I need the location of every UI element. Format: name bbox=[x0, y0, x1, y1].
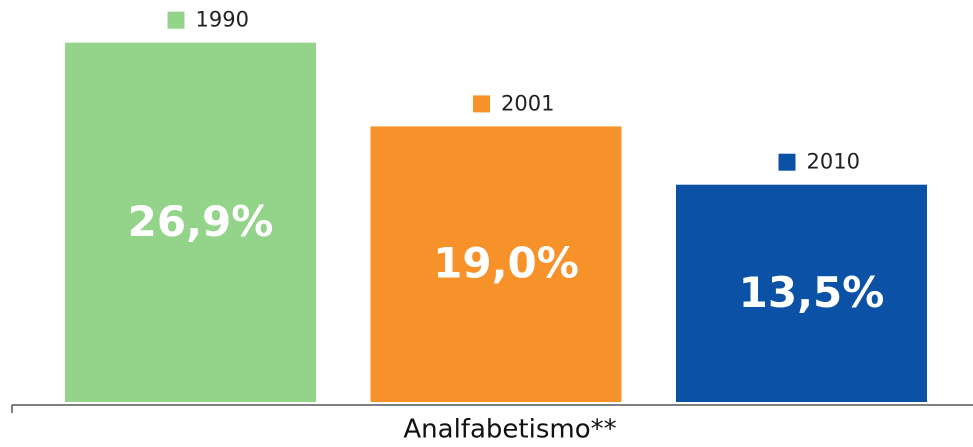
bar bbox=[370, 126, 622, 403]
legend-label: 1990 bbox=[196, 8, 249, 32]
bar bbox=[65, 42, 316, 402]
legend-swatch bbox=[167, 11, 185, 29]
value-label: 26,9% bbox=[128, 197, 274, 246]
legend-swatch bbox=[778, 153, 796, 171]
legend-label: 2001 bbox=[501, 91, 554, 115]
value-label: 13,5% bbox=[739, 268, 885, 317]
value-label: 19,0% bbox=[433, 239, 579, 288]
bar bbox=[676, 184, 927, 402]
x-tick-label: Analfabetismo** bbox=[403, 415, 616, 445]
legend-swatch bbox=[473, 95, 490, 113]
legend-label: 2010 bbox=[807, 150, 860, 174]
